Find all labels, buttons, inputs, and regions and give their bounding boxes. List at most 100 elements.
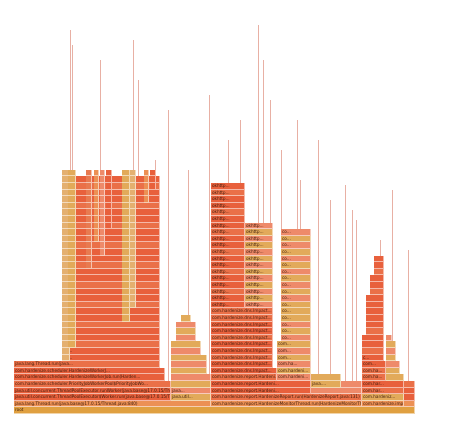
- stack-frame[interactable]: [130, 202, 136, 210]
- stack-frame[interactable]: [122, 249, 130, 256]
- stack-frame[interactable]: [106, 209, 112, 216]
- stack-frame[interactable]: okhttp...: [245, 242, 273, 249]
- stack-frame[interactable]: okhttp...: [211, 242, 245, 249]
- stack-frame[interactable]: java.lang.Thread.run(java.base@17.0.15/T…: [14, 400, 211, 408]
- stack-frame[interactable]: [106, 176, 112, 183]
- stack-frame[interactable]: co...: [281, 235, 311, 243]
- stack-frame[interactable]: [122, 176, 130, 183]
- stack-frame[interactable]: [86, 202, 92, 210]
- stack-frame[interactable]: [374, 262, 384, 269]
- stack-frame[interactable]: [404, 387, 415, 395]
- stack-frame[interactable]: [130, 229, 136, 236]
- stack-frame[interactable]: [94, 196, 99, 203]
- stack-frame[interactable]: okhttp...: [245, 262, 273, 269]
- stack-frame[interactable]: [130, 288, 136, 296]
- stack-frame[interactable]: com.ha...: [277, 361, 311, 368]
- stack-frame[interactable]: [86, 249, 92, 256]
- stack-frame[interactable]: de...: [62, 275, 160, 282]
- stack-frame[interactable]: [86, 222, 92, 230]
- stack-frame[interactable]: [130, 169, 136, 177]
- stack-frame[interactable]: [404, 381, 415, 388]
- stack-frame[interactable]: [362, 334, 384, 342]
- stack-frame[interactable]: [150, 176, 156, 183]
- stack-frame[interactable]: [68, 249, 76, 256]
- stack-frame[interactable]: [86, 235, 92, 243]
- stack-frame[interactable]: com.hardenize.imp...: [362, 400, 404, 408]
- stack-frame[interactable]: [68, 176, 76, 183]
- stack-frame[interactable]: [366, 308, 384, 315]
- stack-frame[interactable]: co...: [281, 328, 311, 335]
- stack-frame[interactable]: okhttp...: [211, 229, 245, 236]
- stack-frame[interactable]: co...: [281, 315, 311, 322]
- stack-frame[interactable]: [68, 183, 76, 190]
- stack-frame[interactable]: okhttp...: [211, 275, 245, 282]
- stack-frame[interactable]: [362, 341, 384, 348]
- stack-frame[interactable]: de...: [62, 295, 160, 302]
- stack-frame[interactable]: [68, 255, 76, 263]
- stack-frame[interactable]: [86, 189, 92, 197]
- stack-frame[interactable]: [176, 321, 196, 329]
- stack-frame[interactable]: com.hardenize.report.Hardeni...: [211, 374, 277, 381]
- stack-frame[interactable]: [130, 295, 136, 302]
- stack-frame[interactable]: com...: [277, 341, 311, 348]
- stack-frame[interactable]: [86, 255, 92, 263]
- stack-frame[interactable]: [386, 334, 392, 342]
- stack-frame[interactable]: [68, 341, 76, 348]
- stack-frame[interactable]: [62, 348, 70, 355]
- stack-frame[interactable]: co...: [281, 242, 311, 249]
- stack-frame[interactable]: [130, 209, 136, 216]
- stack-frame[interactable]: okhttp...: [245, 301, 273, 309]
- stack-frame[interactable]: [122, 216, 130, 223]
- stack-frame[interactable]: [404, 394, 415, 401]
- stack-frame[interactable]: java.util.concurrent.ThreadPoolExecutor.…: [14, 387, 171, 395]
- stack-frame[interactable]: [68, 321, 76, 329]
- stack-frame[interactable]: [130, 216, 136, 223]
- stack-frame[interactable]: [94, 209, 99, 216]
- stack-frame[interactable]: [68, 288, 76, 296]
- stack-frame[interactable]: com.hardeni...: [277, 374, 311, 381]
- stack-frame[interactable]: [130, 275, 136, 282]
- stack-frame[interactable]: [62, 354, 70, 362]
- stack-frame[interactable]: okhttp...: [245, 255, 273, 263]
- stack-frame[interactable]: [106, 202, 112, 210]
- stack-frame[interactable]: [362, 348, 384, 355]
- stack-frame[interactable]: okhttp...: [245, 288, 273, 296]
- stack-frame[interactable]: [100, 169, 105, 177]
- stack-frame[interactable]: com.hardenize.scheduler.HardenizeWorkerJ…: [14, 367, 165, 375]
- stack-frame[interactable]: [86, 262, 92, 269]
- stack-frame[interactable]: [106, 169, 112, 177]
- stack-frame[interactable]: [144, 176, 149, 183]
- stack-frame[interactable]: okhttp...: [211, 216, 245, 223]
- stack-frame[interactable]: com.hardenize.dns.Impact...: [211, 341, 273, 348]
- stack-frame[interactable]: okhttp...: [211, 222, 245, 230]
- stack-frame[interactable]: com.hardeni...: [277, 367, 311, 375]
- stack-frame[interactable]: [370, 282, 384, 289]
- stack-frame[interactable]: de...: [62, 249, 160, 256]
- stack-frame[interactable]: [171, 361, 207, 368]
- stack-frame[interactable]: okhttp...: [211, 262, 245, 269]
- stack-frame[interactable]: okhttp...: [211, 189, 245, 197]
- stack-frame[interactable]: com.har...: [362, 381, 404, 388]
- stack-frame[interactable]: [122, 255, 130, 263]
- stack-frame[interactable]: [171, 354, 207, 362]
- stack-frame[interactable]: co...: [281, 321, 311, 329]
- stack-frame[interactable]: [130, 301, 136, 309]
- stack-frame[interactable]: [122, 282, 130, 289]
- stack-frame[interactable]: [68, 216, 76, 223]
- stack-frame[interactable]: com.hardenize.report.HardenizeReport.run…: [211, 394, 362, 401]
- stack-frame[interactable]: com.hardenize.dns.Impact...: [211, 315, 273, 322]
- stack-frame[interactable]: [86, 242, 92, 249]
- stack-frame[interactable]: okhttp...: [211, 288, 245, 296]
- stack-frame[interactable]: [130, 222, 136, 230]
- stack-frame[interactable]: [122, 196, 130, 203]
- stack-frame[interactable]: co...: [281, 275, 311, 282]
- stack-frame[interactable]: [150, 169, 156, 177]
- stack-frame[interactable]: de...: [62, 308, 160, 315]
- stack-frame[interactable]: [341, 381, 362, 388]
- stack-frame[interactable]: okhttp...: [245, 249, 273, 256]
- stack-frame[interactable]: co...: [281, 334, 311, 342]
- stack-frame[interactable]: co...: [281, 249, 311, 256]
- stack-frame[interactable]: [86, 183, 92, 190]
- stack-frame[interactable]: [130, 189, 136, 197]
- stack-frame[interactable]: [122, 209, 130, 216]
